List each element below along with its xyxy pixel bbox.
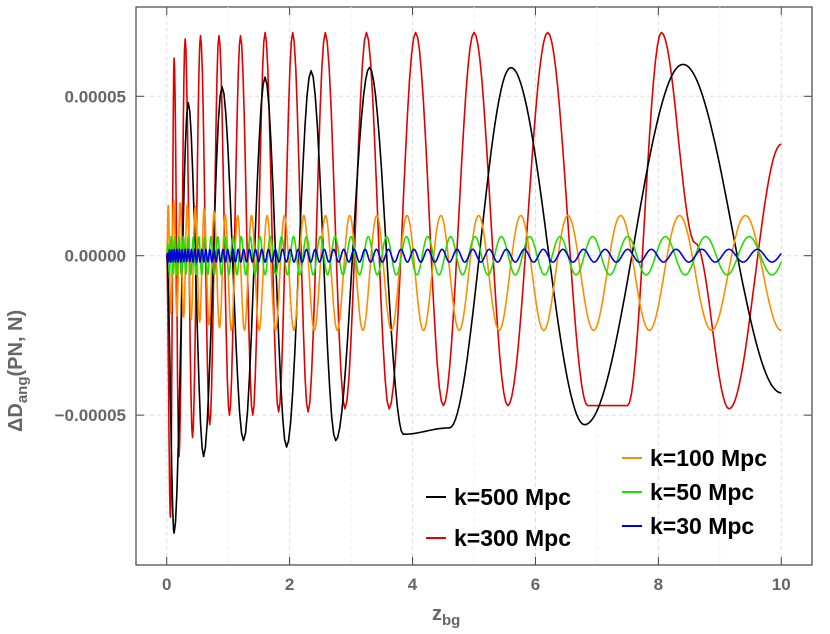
y-tick-label-1: 0.00000: [65, 247, 126, 266]
y-axis-label: ΔDang(PN, N): [5, 310, 31, 432]
legend: k=500 Mpc k=300 Mpc k=100 Mpc k=50 Mpc k=30 …: [426, 445, 767, 551]
legend-label-0: k=500 Mpc: [454, 484, 571, 510]
x-axis-label: zbg: [432, 603, 460, 629]
x-tick-label-0: 0: [162, 575, 171, 594]
data-lines: [165, 31, 783, 534]
legend-label-2: k=100 Mpc: [650, 445, 767, 471]
series-line-2: [165, 199, 782, 332]
y-tick-label-0: 0.00005: [65, 87, 126, 106]
x-axis-label-sub: bg: [442, 612, 460, 629]
series-line-4: [165, 248, 782, 263]
x-tick-label-3: 6: [531, 575, 540, 594]
x-tick-label-5: 10: [772, 575, 791, 594]
x-tick-label-1: 2: [285, 575, 294, 594]
y-axis-label-rest: (PN, N): [5, 310, 27, 377]
x-tick-label-4: 8: [654, 575, 663, 594]
series-line-3: [165, 235, 783, 276]
y-tick-label-2: −0.00005: [55, 406, 126, 425]
axes: 0 2 4 6 8 10 0.00005 0.00000 −0.00005: [55, 7, 812, 594]
series-line-0: [165, 63, 782, 534]
legend-label-4: k=30 Mpc: [650, 513, 754, 539]
y-axis-label-sub: ang: [14, 377, 31, 404]
legend-label-3: k=50 Mpc: [650, 479, 754, 505]
series-line-1: [165, 31, 782, 518]
x-axis-label-main: z: [432, 603, 442, 625]
legend-label-1: k=300 Mpc: [454, 525, 571, 551]
y-axis-label-main: ΔD: [5, 403, 27, 432]
x-tick-label-2: 4: [408, 575, 418, 594]
